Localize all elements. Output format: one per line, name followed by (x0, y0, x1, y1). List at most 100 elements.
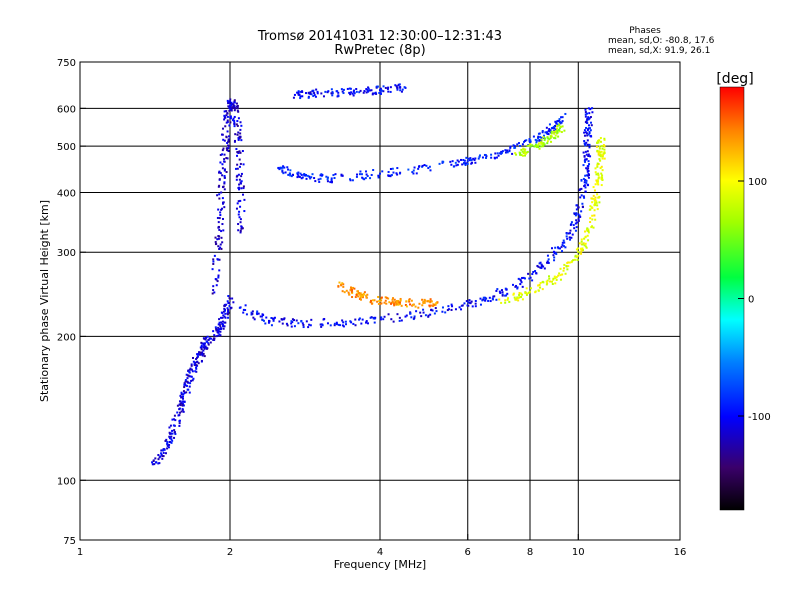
data-point (219, 211, 222, 214)
data-point (182, 397, 185, 400)
data-point (223, 110, 226, 113)
data-point (240, 180, 243, 183)
data-point (403, 86, 406, 89)
data-point (222, 310, 225, 313)
data-point (584, 242, 587, 245)
data-point (284, 171, 287, 174)
data-point (215, 335, 218, 338)
data-point (596, 141, 599, 144)
data-point (595, 200, 598, 203)
data-point (358, 318, 361, 321)
data-point (422, 308, 425, 311)
data-point (404, 315, 407, 318)
data-point (467, 301, 470, 304)
data-point (182, 404, 185, 407)
data-point (220, 191, 223, 194)
data-point (308, 323, 311, 326)
data-point (583, 184, 586, 187)
data-point (596, 182, 599, 185)
data-point (172, 424, 175, 427)
data-point (166, 441, 169, 444)
data-point (524, 277, 527, 280)
data-point (227, 309, 230, 312)
data-point (430, 308, 433, 311)
data-point (369, 316, 372, 319)
data-point (178, 419, 181, 422)
data-point (181, 402, 184, 405)
data-point (550, 135, 553, 138)
data-point (493, 295, 496, 298)
data-point (519, 144, 522, 147)
data-point (516, 287, 519, 290)
data-point (237, 173, 240, 176)
data-point (398, 319, 401, 322)
data-point (521, 285, 524, 288)
data-point (222, 327, 225, 330)
data-point (239, 151, 242, 154)
data-point (293, 325, 296, 328)
data-point (261, 319, 264, 322)
data-point (236, 163, 239, 166)
data-point (590, 197, 593, 200)
data-point (227, 105, 230, 108)
data-point (189, 382, 192, 385)
data-point (223, 188, 226, 191)
data-point (522, 151, 525, 154)
data-point (222, 201, 225, 204)
data-point (218, 235, 221, 238)
data-point (299, 90, 302, 93)
data-point (351, 286, 354, 289)
data-point (227, 138, 230, 141)
data-point (569, 223, 572, 226)
data-point (597, 174, 600, 177)
data-point (341, 90, 344, 93)
data-point (539, 261, 542, 264)
data-point (330, 88, 333, 91)
data-point (309, 324, 312, 327)
data-point (584, 190, 587, 193)
phases-o-stats: mean, sd,O: -80.8, 17.6 (608, 36, 715, 46)
data-point (218, 318, 221, 321)
data-point (537, 284, 540, 287)
data-point (372, 169, 375, 172)
data-point (474, 302, 477, 305)
data-point (601, 155, 604, 158)
data-point (596, 204, 599, 207)
data-point (587, 228, 590, 231)
data-point (223, 160, 226, 163)
data-point (561, 273, 564, 276)
data-point (214, 243, 217, 246)
data-point (377, 176, 380, 179)
data-point (297, 171, 300, 174)
data-point (227, 144, 230, 147)
data-point (300, 320, 303, 323)
data-point (252, 316, 255, 319)
data-point (217, 226, 220, 229)
data-point (244, 308, 247, 311)
data-point (505, 288, 508, 291)
data-point (235, 105, 238, 108)
data-point (235, 102, 238, 105)
data-point (394, 301, 397, 304)
data-point (219, 243, 222, 246)
data-point (187, 369, 190, 372)
data-point (421, 298, 424, 301)
data-point (347, 291, 350, 294)
data-point (217, 334, 220, 337)
data-point (240, 139, 243, 142)
data-point (584, 174, 587, 177)
data-point (561, 116, 564, 119)
data-point (504, 151, 507, 154)
data-point (535, 272, 538, 275)
data-point (538, 132, 541, 135)
data-point (157, 458, 160, 461)
data-point (181, 408, 184, 411)
data-point (220, 236, 223, 239)
data-point (528, 138, 531, 141)
data-point (227, 101, 230, 104)
data-point (587, 153, 590, 156)
data-point (227, 308, 230, 311)
data-point (297, 92, 300, 95)
data-point (238, 150, 241, 153)
data-point (222, 325, 225, 328)
